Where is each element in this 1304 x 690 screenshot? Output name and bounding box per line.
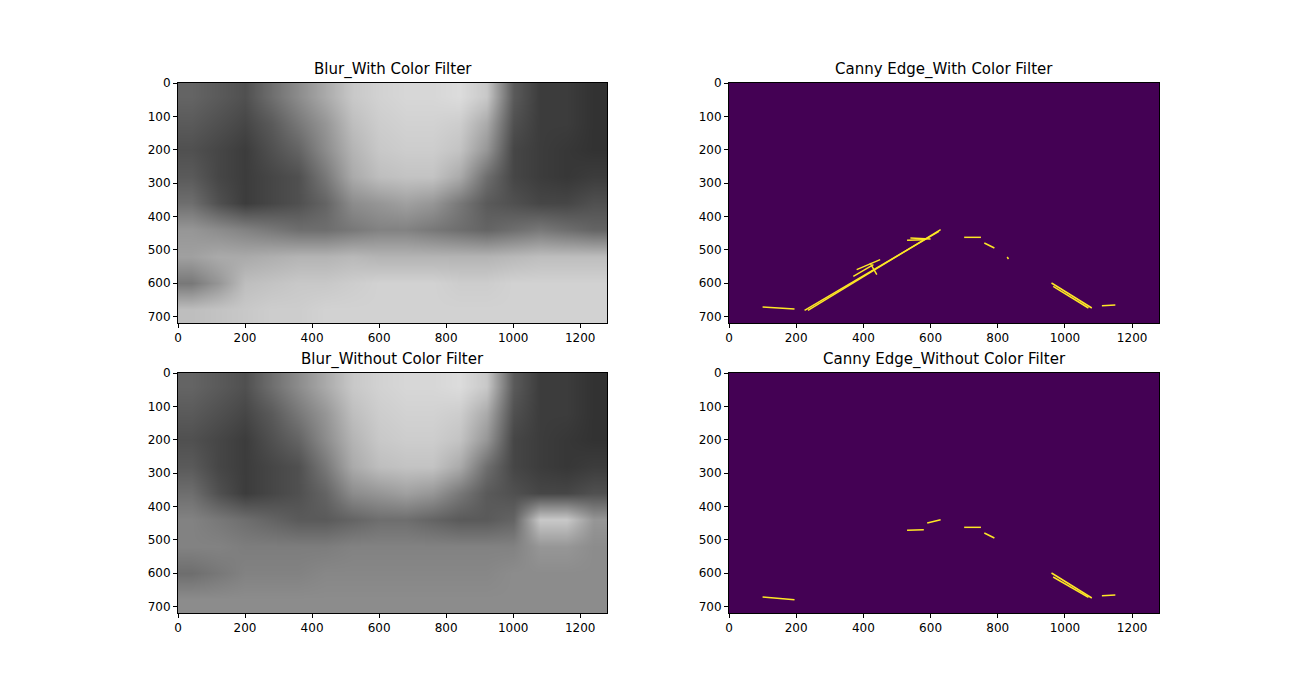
svg-text:1000: 1000 [498, 331, 529, 345]
svg-text:500: 500 [148, 533, 171, 547]
svg-text:0: 0 [714, 76, 722, 90]
svg-text:600: 600 [919, 331, 942, 345]
svg-text:200: 200 [699, 433, 722, 447]
svg-text:600: 600 [368, 331, 391, 345]
svg-text:1000: 1000 [1050, 331, 1081, 345]
svg-text:600: 600 [368, 621, 391, 635]
svg-text:Blur_With Color Filter: Blur_With Color Filter [314, 60, 472, 79]
svg-text:700: 700 [699, 600, 722, 614]
svg-text:300: 300 [148, 466, 171, 480]
svg-text:200: 200 [148, 433, 171, 447]
svg-text:Canny Edge_Without Color Filte: Canny Edge_Without Color Filter [823, 350, 1066, 369]
svg-text:Blur_Without Color Filter: Blur_Without Color Filter [301, 350, 484, 369]
svg-text:700: 700 [148, 310, 171, 324]
svg-text:0: 0 [163, 366, 171, 380]
svg-text:100: 100 [148, 110, 171, 124]
svg-text:Canny Edge_With Color Filter: Canny Edge_With Color Filter [835, 60, 1053, 79]
svg-text:800: 800 [986, 331, 1009, 345]
svg-text:0: 0 [725, 621, 733, 635]
svg-text:200: 200 [699, 143, 722, 157]
svg-text:600: 600 [699, 276, 722, 290]
svg-text:100: 100 [699, 400, 722, 414]
svg-text:500: 500 [148, 243, 171, 257]
svg-text:800: 800 [986, 621, 1009, 635]
svg-text:800: 800 [435, 331, 458, 345]
svg-text:100: 100 [148, 400, 171, 414]
svg-text:0: 0 [714, 366, 722, 380]
svg-text:600: 600 [699, 566, 722, 580]
svg-text:200: 200 [234, 331, 257, 345]
svg-text:300: 300 [699, 466, 722, 480]
svg-text:400: 400 [852, 331, 875, 345]
svg-text:1000: 1000 [498, 621, 529, 635]
svg-text:0: 0 [725, 331, 733, 345]
svg-text:200: 200 [234, 621, 257, 635]
svg-text:400: 400 [699, 500, 722, 514]
svg-text:400: 400 [699, 210, 722, 224]
svg-text:1200: 1200 [565, 331, 596, 345]
svg-text:500: 500 [699, 533, 722, 547]
svg-text:400: 400 [301, 621, 324, 635]
svg-text:400: 400 [148, 210, 171, 224]
svg-text:500: 500 [699, 243, 722, 257]
svg-text:700: 700 [699, 310, 722, 324]
svg-text:300: 300 [148, 176, 171, 190]
svg-text:0: 0 [163, 76, 171, 90]
svg-text:800: 800 [435, 621, 458, 635]
svg-text:200: 200 [785, 331, 808, 345]
svg-text:1200: 1200 [1117, 331, 1148, 345]
svg-text:700: 700 [148, 600, 171, 614]
svg-text:400: 400 [148, 500, 171, 514]
svg-text:600: 600 [919, 621, 942, 635]
svg-text:200: 200 [148, 143, 171, 157]
svg-text:1000: 1000 [1050, 621, 1081, 635]
svg-text:1200: 1200 [565, 621, 596, 635]
svg-text:600: 600 [148, 566, 171, 580]
svg-text:400: 400 [852, 621, 875, 635]
svg-text:300: 300 [699, 176, 722, 190]
svg-text:200: 200 [785, 621, 808, 635]
svg-text:400: 400 [301, 331, 324, 345]
svg-text:0: 0 [174, 621, 182, 635]
svg-text:0: 0 [174, 331, 182, 345]
svg-text:600: 600 [148, 276, 171, 290]
svg-text:1200: 1200 [1117, 621, 1148, 635]
svg-text:100: 100 [699, 110, 722, 124]
